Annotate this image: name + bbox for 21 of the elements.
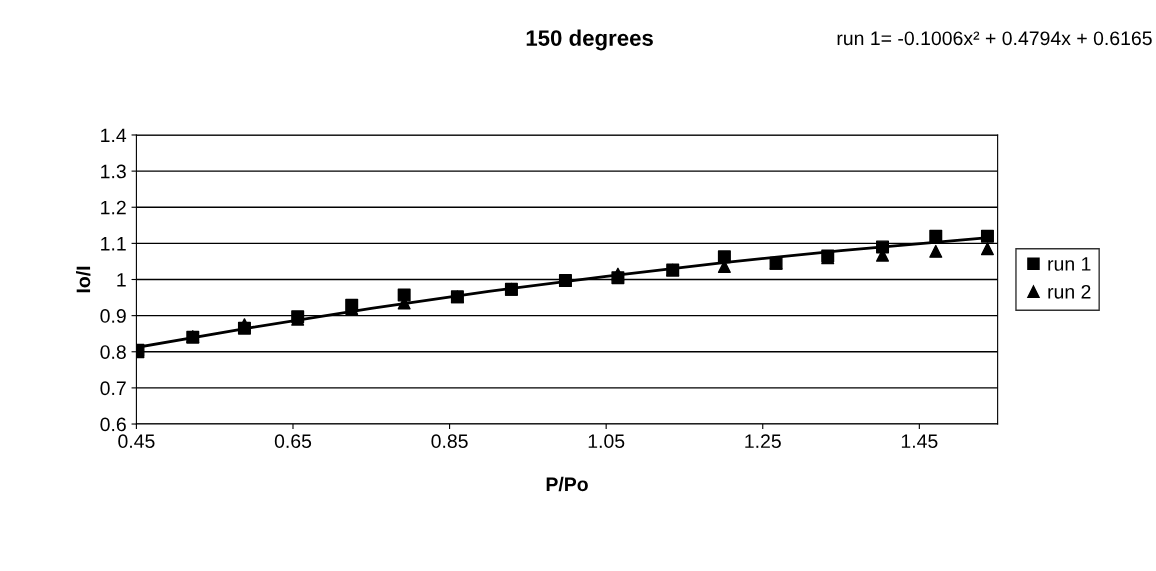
- x-tick-label: 1.45: [901, 434, 938, 449]
- legend-label: run 2: [1048, 284, 1091, 299]
- text: run 1= -0.1006x² + 0.4794x + 0.6165: [837, 31, 1152, 46]
- y-tick-label: 1: [117, 273, 126, 287]
- legend-label: run 1: [1048, 257, 1091, 271]
- y-tick-label: 1.3: [101, 164, 126, 179]
- y-axis-title: Io/I: [75, 266, 91, 293]
- y-tick-label: 1.4: [101, 128, 127, 143]
- chart-title: 150 degrees: [526, 29, 653, 51]
- x-tick-label: 0.85: [431, 434, 468, 449]
- y-tick-label: 1.1: [101, 237, 126, 251]
- x-tick-label: 1.05: [588, 434, 625, 449]
- y-tick-label: 0.8: [100, 345, 126, 359]
- x-axis-title: P/Po: [546, 476, 588, 492]
- y-tick-label: 0.6: [100, 417, 126, 432]
- x-tick-label: 1.25: [745, 434, 781, 449]
- x-tick-label: 0.45: [118, 434, 155, 449]
- y-tick-label: 0.7: [100, 381, 126, 396]
- y-tick-label: 0.9: [100, 309, 126, 323]
- y-tick-label: 1.2: [101, 200, 126, 215]
- x-tick-label: 0.65: [274, 434, 312, 449]
